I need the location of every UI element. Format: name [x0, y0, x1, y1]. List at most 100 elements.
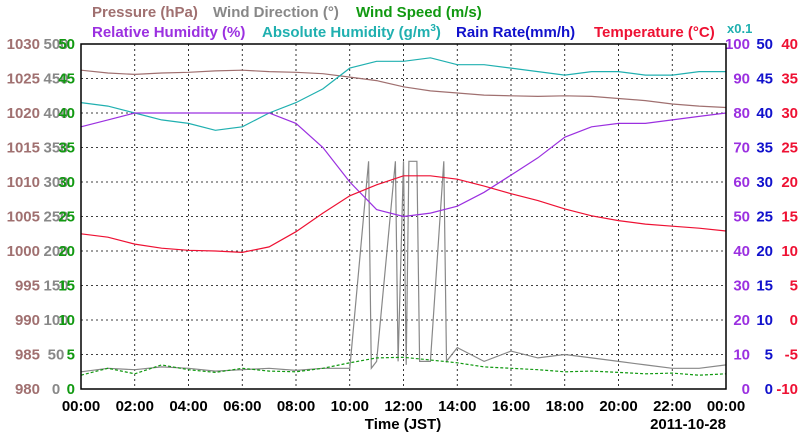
tick-label-rain-rate: 50: [756, 36, 773, 53]
tick-label-wind-direction: 200: [43, 243, 68, 260]
series-lines: [80, 57, 727, 376]
tick-label-humidity: 70: [733, 140, 750, 157]
tick-label-temperature: 25: [781, 140, 798, 157]
x-tick-label: 00:00: [62, 398, 100, 415]
tick-label-wind-direction: 250: [43, 209, 68, 226]
tick-label-wind-direction: 400: [43, 105, 68, 122]
tick-label-rain-rate: 45: [756, 71, 773, 88]
x-tick-label: 18:00: [546, 398, 584, 415]
legend-abs-multiplier: x0.1: [727, 21, 752, 36]
tick-label-wind-speed: 50: [58, 36, 75, 53]
series-line-humidity: [80, 112, 727, 218]
tick-label-pressure: 1005: [7, 209, 40, 226]
tick-label-pressure: 985: [15, 347, 40, 364]
tick-label-pressure: 1025: [7, 71, 40, 88]
tick-label-wind-speed: 30: [58, 174, 75, 191]
tick-label-temperature: -10: [776, 381, 798, 398]
tick-label-temperature: 5: [790, 278, 798, 295]
tick-label-temperature: 15: [781, 209, 798, 226]
x-tick-label: 20:00: [599, 398, 637, 415]
tick-label-temperature: 10: [781, 243, 798, 260]
tick-label-humidity: 30: [733, 278, 750, 295]
tick-label-pressure: 1020: [7, 105, 40, 122]
x-tick-label: 14:00: [438, 398, 476, 415]
legend-humidity: Relative Humidity (%): [92, 24, 245, 41]
tick-label-temperature: 0: [790, 312, 798, 329]
tick-label-humidity: 80: [733, 105, 750, 122]
x-tick-label: 08:00: [277, 398, 315, 415]
tick-label-temperature: 30: [781, 105, 798, 122]
tick-label-wind-speed: 25: [58, 209, 75, 226]
legend-rain-rate: Rain Rate(mm/h): [456, 24, 575, 41]
tick-label-rain-rate: 35: [756, 140, 773, 157]
tick-label-wind-direction: 150: [43, 278, 68, 295]
tick-label-wind-direction: 500: [43, 36, 68, 53]
tick-label-pressure: 1000: [7, 243, 40, 260]
tick-label-wind-direction: 300: [43, 174, 68, 191]
x-tick-label: 16:00: [492, 398, 530, 415]
x-axis-label: Time (JST): [365, 416, 441, 433]
date-label: 2011-10-28: [650, 416, 726, 433]
tick-label-pressure: 1030: [7, 36, 40, 53]
tick-label-rain-rate: 30: [756, 174, 773, 191]
tick-label-wind-speed: 10: [58, 312, 75, 329]
legend-temperature: Temperature (°C): [594, 24, 715, 41]
tick-label-pressure: 1015: [7, 140, 40, 157]
tick-label-temperature: 40: [781, 36, 798, 53]
x-tick-label: 12:00: [384, 398, 422, 415]
tick-label-wind-direction: 0: [52, 381, 60, 398]
tick-label-rain-rate: 15: [756, 278, 773, 295]
tick-label-humidity: 0: [742, 381, 750, 398]
tick-label-rain-rate: 10: [756, 312, 773, 329]
tick-label-temperature: 20: [781, 174, 798, 191]
x-tick-label: 00:00: [707, 398, 745, 415]
tick-label-humidity: 60: [733, 174, 750, 191]
tick-label-wind-speed: 40: [58, 105, 75, 122]
legend-abs-humidity-suffix: ): [436, 24, 441, 41]
series-line-wind-speed: [80, 356, 727, 376]
tick-label-wind-speed: 20: [58, 243, 75, 260]
legend-abs-humidity-sup: 3: [430, 23, 436, 34]
tick-label-rain-rate: 5: [765, 347, 773, 364]
tick-label-rain-rate: 20: [756, 243, 773, 260]
tick-label-wind-speed: 5: [67, 347, 75, 364]
tick-label-humidity: 100: [725, 36, 750, 53]
legend-wind-direction: Wind Direction (°): [213, 4, 339, 21]
tick-label-pressure: 980: [15, 381, 40, 398]
series-line-temperature: [80, 175, 727, 254]
tick-label-temperature: 35: [781, 71, 798, 88]
tick-label-rain-rate: 0: [765, 381, 773, 398]
axis-labels: 9809859909951000100510101015102010251030…: [7, 36, 798, 415]
tick-label-wind-direction: 50: [48, 347, 65, 364]
tick-label-wind-speed: 0: [67, 381, 75, 398]
tick-label-humidity: 20: [733, 312, 750, 329]
tick-label-wind-direction: 450: [43, 71, 68, 88]
tick-label-pressure: 995: [15, 278, 40, 295]
x-tick-label: 06:00: [223, 398, 261, 415]
tick-label-humidity: 40: [733, 243, 750, 260]
tick-label-humidity: 90: [733, 71, 750, 88]
tick-label-rain-rate: 40: [756, 105, 773, 122]
tick-label-wind-direction: 100: [43, 312, 68, 329]
legend-abs-humidity-prefix: Absolute Humidity (g/m: [262, 24, 430, 41]
tick-label-temperature: -5: [785, 347, 798, 364]
tick-label-wind-direction: 350: [43, 140, 68, 157]
x-tick-label: 10:00: [331, 398, 369, 415]
tick-label-humidity: 10: [733, 347, 750, 364]
tick-label-wind-speed: 15: [58, 278, 75, 295]
tick-label-wind-speed: 45: [58, 71, 75, 88]
x-tick-label: 02:00: [116, 398, 154, 415]
x-tick-label: 04:00: [169, 398, 207, 415]
legend-pressure: Pressure (hPa): [92, 4, 198, 21]
tick-label-wind-speed: 35: [58, 140, 75, 157]
x-tick-label: 22:00: [653, 398, 691, 415]
plot-frame: [80, 43, 727, 390]
series-line-pressure: [80, 69, 727, 109]
tick-label-rain-rate: 25: [756, 209, 773, 226]
legend-abs-humidity: Absolute Humidity (g/m3): [262, 23, 441, 41]
tick-label-humidity: 50: [733, 209, 750, 226]
tick-label-pressure: 990: [15, 312, 40, 329]
legend-wind-speed: Wind Speed (m/s): [356, 4, 482, 21]
series-line-abs-humidity: [80, 57, 726, 131]
